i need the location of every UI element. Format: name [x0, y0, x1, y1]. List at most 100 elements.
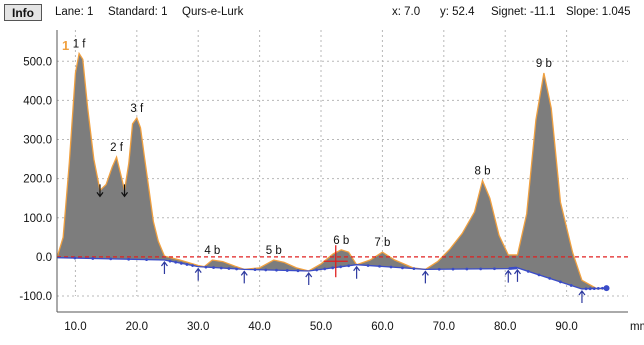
- baseline-point: [212, 266, 215, 269]
- lane-marker: 1: [62, 38, 69, 53]
- baseline-point: [412, 267, 416, 271]
- boundary-marker-up[interactable]: [514, 268, 521, 282]
- baseline-point: [168, 259, 172, 263]
- x-tick-label: 20.0: [126, 321, 148, 333]
- baseline-point: [596, 287, 600, 290]
- cursor-x-readout: x: 7.0: [392, 6, 421, 18]
- baseline-point: [366, 264, 370, 267]
- baseline-point: [537, 273, 541, 277]
- baseline-point: [275, 268, 278, 272]
- boundary-marker-up[interactable]: [194, 267, 202, 281]
- x-tick-label: 30.0: [187, 321, 209, 333]
- peak-label: 1 f: [73, 38, 87, 50]
- baseline-point: [253, 268, 257, 272]
- boundary-marker-up[interactable]: [353, 265, 361, 279]
- baseline-point: [601, 286, 604, 290]
- axis-layer: 500.0 400.0 300.0 200.0 100.0 0.0 -100.0 10.0 20…: [19, 30, 644, 333]
- peak-label: 4 b: [204, 245, 220, 257]
- y-tick-label: 200.0: [23, 174, 52, 186]
- peak-label-layer: 1 f 2 f 3 f 4 b 5 b 6 b 7 b 8 b 9 b: [73, 38, 552, 257]
- baseline-point: [401, 266, 404, 270]
- profile-line: [56, 51, 607, 290]
- peak-label: 9 b: [536, 58, 552, 70]
- boundary-marker-down[interactable]: [121, 184, 129, 198]
- baseline-point: [584, 287, 588, 291]
- peak-label: 7 b: [374, 237, 390, 249]
- profile-area: [57, 53, 607, 289]
- baseline-point: [179, 261, 183, 265]
- peak-label: 8 b: [474, 166, 490, 178]
- baseline-point: [493, 267, 496, 271]
- baseline-point: [569, 284, 573, 287]
- baseline-end-point: [603, 285, 610, 292]
- y-tick-label: 0.0: [36, 252, 52, 264]
- x-axis-label: mm: [630, 321, 644, 333]
- baseline-point: [331, 266, 335, 270]
- signet-readout: Signet: -11.1: [491, 6, 556, 18]
- baseline-point: [174, 260, 178, 264]
- x-tick-label: 40.0: [248, 321, 270, 333]
- baseline-point: [145, 258, 148, 262]
- baseline-point: [559, 280, 562, 284]
- info-button[interactable]: Info: [4, 4, 42, 21]
- cursor-y-readout: y: 52.4: [440, 6, 475, 18]
- x-tick-label: 10.0: [64, 321, 86, 333]
- baseline-point: [465, 267, 469, 271]
- peak-label: 5 b: [266, 245, 282, 257]
- baseline-point: [204, 265, 208, 269]
- baseline-point: [296, 269, 300, 273]
- peak-label: 6 b: [333, 235, 349, 247]
- baseline-point: [437, 267, 441, 271]
- baseline-point: [378, 264, 381, 268]
- baseline-point: [389, 265, 393, 269]
- boundary-marker-up[interactable]: [160, 261, 168, 275]
- x-tick-label: 90.0: [555, 321, 577, 333]
- x-tick-label: 70.0: [433, 321, 455, 333]
- y-tick-label: 300.0: [23, 135, 52, 147]
- baseline-point: [588, 287, 592, 291]
- boundary-marker-up[interactable]: [305, 271, 313, 285]
- y-tick-label: 100.0: [23, 213, 52, 225]
- baseline-point: [235, 267, 238, 271]
- baseline-layer: [56, 256, 628, 292]
- baseline-point: [227, 267, 231, 270]
- baseline-point: [264, 268, 268, 272]
- baseline-point: [185, 263, 189, 266]
- y-tick-label: -100.0: [19, 291, 52, 303]
- peak-label: 2 f: [110, 142, 124, 154]
- boundary-marker-down[interactable]: [96, 184, 104, 198]
- peak-label: 3 f: [130, 103, 144, 115]
- baseline-point: [347, 264, 351, 268]
- baseline-point: [285, 269, 289, 272]
- info-bar: Info Lane: 1 Standard: 1 Qurs-e-Lurk x: …: [0, 0, 644, 26]
- slope-readout: Slope: 1.045: [566, 6, 631, 18]
- baseline-point: [323, 267, 327, 271]
- lane-readout: Lane: 1: [55, 6, 94, 18]
- boundary-marker-layer[interactable]: [96, 184, 586, 303]
- x-tick-label: 50.0: [310, 321, 332, 333]
- profile-area-layer: [56, 51, 607, 290]
- sample-name: Qurs-e-Lurk: [182, 6, 244, 18]
- x-tick-label: 80.0: [494, 321, 516, 333]
- boundary-marker-up[interactable]: [421, 270, 429, 284]
- baseline-point: [339, 265, 343, 269]
- baseline-point: [315, 268, 319, 272]
- boundary-marker-up[interactable]: [504, 269, 512, 283]
- y-tick-label: 500.0: [23, 56, 52, 68]
- baseline-point: [127, 257, 131, 261]
- baseline-point: [91, 257, 95, 260]
- baseline-point: [514, 266, 518, 270]
- standard-readout: Standard: 1: [108, 6, 168, 18]
- baseline-point: [548, 276, 552, 280]
- baseline-point: [592, 287, 596, 290]
- y-tick-label: 400.0: [23, 95, 52, 107]
- boundary-marker-up[interactable]: [578, 289, 586, 303]
- baseline-point: [526, 269, 530, 273]
- x-tick-label: 60.0: [371, 321, 393, 333]
- baseline-point: [109, 257, 113, 261]
- baseline-point: [73, 256, 77, 260]
- baseline-point: [451, 267, 455, 271]
- baseline-point: [219, 266, 223, 270]
- boundary-marker-up[interactable]: [240, 270, 248, 284]
